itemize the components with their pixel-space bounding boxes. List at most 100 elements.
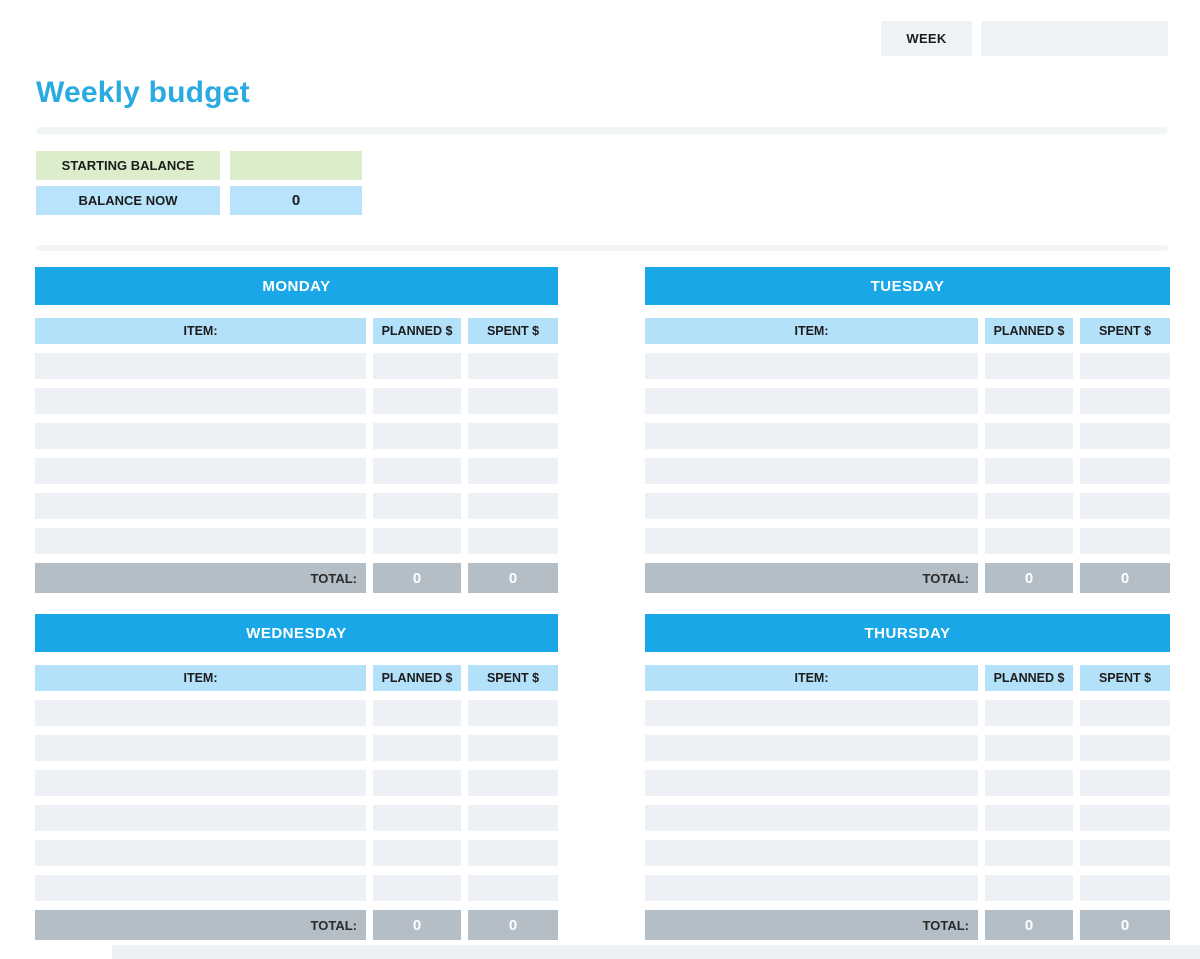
planned-cell[interactable] (373, 528, 461, 554)
item-cell[interactable] (645, 770, 978, 796)
empty-row (645, 353, 1170, 379)
planned-cell[interactable] (373, 458, 461, 484)
item-cell[interactable] (645, 700, 978, 726)
total-label: TOTAL: (35, 563, 366, 593)
spent-cell[interactable] (468, 458, 558, 484)
planned-cell[interactable] (373, 875, 461, 901)
empty-row (645, 735, 1170, 761)
spent-cell[interactable] (468, 388, 558, 414)
planned-cell[interactable] (985, 735, 1073, 761)
empty-row (645, 493, 1170, 519)
empty-row (645, 875, 1170, 901)
spent-cell[interactable] (1080, 840, 1170, 866)
planned-cell[interactable] (373, 700, 461, 726)
spent-cell[interactable] (1080, 353, 1170, 379)
empty-row (35, 388, 558, 414)
spent-cell[interactable] (468, 875, 558, 901)
planned-column-header: PLANNED $ (985, 318, 1073, 344)
item-cell[interactable] (645, 458, 978, 484)
spent-cell[interactable] (1080, 458, 1170, 484)
item-cell[interactable] (645, 423, 978, 449)
planned-cell[interactable] (985, 353, 1073, 379)
item-cell[interactable] (35, 735, 366, 761)
item-cell[interactable] (645, 353, 978, 379)
spent-cell[interactable] (1080, 388, 1170, 414)
planned-cell[interactable] (985, 805, 1073, 831)
total-planned-cell: 0 (373, 910, 461, 940)
spent-cell[interactable] (1080, 875, 1170, 901)
planned-cell[interactable] (373, 805, 461, 831)
item-cell[interactable] (645, 735, 978, 761)
planned-cell[interactable] (985, 770, 1073, 796)
spent-cell[interactable] (468, 805, 558, 831)
item-cell[interactable] (645, 805, 978, 831)
spent-cell[interactable] (468, 528, 558, 554)
empty-row (645, 805, 1170, 831)
divider (36, 127, 1168, 134)
item-cell[interactable] (35, 458, 366, 484)
item-cell[interactable] (645, 493, 978, 519)
total-planned-cell: 0 (985, 563, 1073, 593)
item-cell[interactable] (645, 840, 978, 866)
planned-cell[interactable] (373, 388, 461, 414)
planned-cell[interactable] (373, 770, 461, 796)
starting-balance-cell[interactable] (230, 151, 362, 180)
item-cell[interactable] (35, 770, 366, 796)
spent-cell[interactable] (468, 770, 558, 796)
spent-cell[interactable] (468, 735, 558, 761)
spent-cell[interactable] (1080, 770, 1170, 796)
planned-cell[interactable] (985, 700, 1073, 726)
empty-rows (645, 700, 1170, 910)
empty-row (35, 805, 558, 831)
empty-row (645, 840, 1170, 866)
item-cell[interactable] (645, 528, 978, 554)
planned-cell[interactable] (985, 528, 1073, 554)
empty-row (35, 700, 558, 726)
spent-cell[interactable] (468, 840, 558, 866)
total-spent-cell: 0 (1080, 563, 1170, 593)
planned-cell[interactable] (985, 458, 1073, 484)
item-cell[interactable] (35, 700, 366, 726)
week-value-cell[interactable] (981, 21, 1168, 56)
spent-cell[interactable] (468, 493, 558, 519)
spent-cell[interactable] (468, 353, 558, 379)
empty-rows (35, 700, 558, 910)
item-cell[interactable] (35, 353, 366, 379)
item-cell[interactable] (35, 493, 366, 519)
day-header: THURSDAY (645, 614, 1170, 652)
spent-cell[interactable] (1080, 423, 1170, 449)
planned-cell[interactable] (373, 493, 461, 519)
item-cell[interactable] (35, 805, 366, 831)
item-cell[interactable] (35, 388, 366, 414)
spent-cell[interactable] (1080, 700, 1170, 726)
planned-cell[interactable] (985, 493, 1073, 519)
item-cell[interactable] (35, 528, 366, 554)
day-table-monday: MONDAY ITEM: PLANNED $ SPENT $ TOTAL: 0 … (35, 267, 558, 593)
spent-cell[interactable] (1080, 493, 1170, 519)
planned-cell[interactable] (985, 875, 1073, 901)
spent-cell[interactable] (1080, 528, 1170, 554)
planned-cell[interactable] (373, 423, 461, 449)
planned-cell[interactable] (985, 840, 1073, 866)
item-cell[interactable] (35, 840, 366, 866)
day-header: MONDAY (35, 267, 558, 305)
item-cell[interactable] (35, 875, 366, 901)
planned-cell[interactable] (985, 388, 1073, 414)
planned-cell[interactable] (985, 423, 1073, 449)
item-cell[interactable] (645, 388, 978, 414)
spent-cell[interactable] (1080, 735, 1170, 761)
planned-cell[interactable] (373, 353, 461, 379)
planned-cell[interactable] (373, 735, 461, 761)
empty-row (645, 423, 1170, 449)
planned-cell[interactable] (373, 840, 461, 866)
spent-cell[interactable] (468, 423, 558, 449)
spent-cell[interactable] (1080, 805, 1170, 831)
balance-now-label: BALANCE NOW (36, 186, 220, 215)
divider (36, 245, 1168, 251)
item-cell[interactable] (645, 875, 978, 901)
item-cell[interactable] (35, 423, 366, 449)
spent-cell[interactable] (468, 700, 558, 726)
week-label: WEEK (881, 21, 972, 56)
total-row: TOTAL: 0 0 (35, 563, 558, 593)
